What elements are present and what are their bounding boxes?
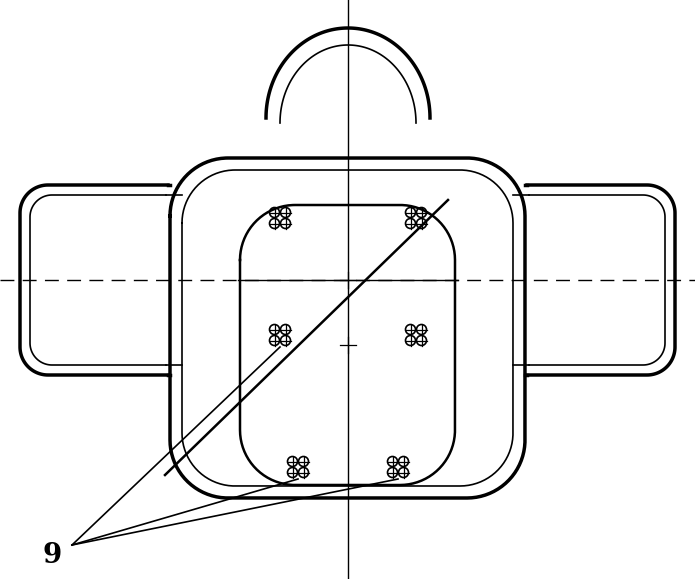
Text: 9: 9	[42, 542, 61, 569]
